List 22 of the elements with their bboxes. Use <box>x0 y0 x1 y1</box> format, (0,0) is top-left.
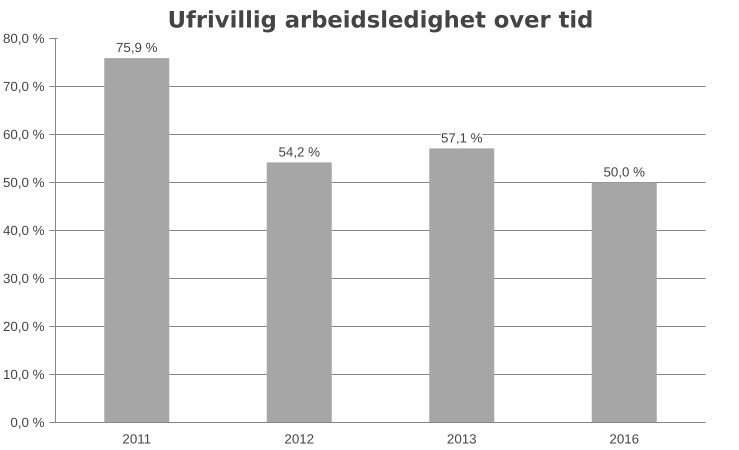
y-tick-label: 20,0 % <box>3 319 45 334</box>
bar <box>104 58 170 422</box>
y-tick-label: 0,0 % <box>10 415 45 430</box>
data-label: 57,1 % <box>441 130 483 146</box>
bar <box>592 182 657 422</box>
y-tick-label: 10,0 % <box>3 367 45 382</box>
x-tick-label: 2013 <box>446 432 477 446</box>
y-tick-label: 30,0 % <box>3 271 45 286</box>
data-label: 75,9 % <box>116 40 158 56</box>
y-tick-label: 50,0 % <box>3 175 45 190</box>
x-tick-label: 2012 <box>284 432 314 446</box>
data-label: 50,0 % <box>604 164 646 180</box>
x-tick-label: 2011 <box>122 432 152 446</box>
bar <box>429 148 494 422</box>
y-tick-label: 80,0 % <box>3 31 45 46</box>
y-tick-label: 40,0 % <box>3 223 45 238</box>
x-tick-label: 2016 <box>609 432 640 446</box>
y-tick-label: 60,0 % <box>3 127 45 142</box>
bar <box>266 162 332 422</box>
y-tick-label: 70,0 % <box>3 79 45 94</box>
chart-title: Ufrivillig arbeidsledighet over tid <box>168 8 594 34</box>
data-label: 54,2 % <box>278 144 320 160</box>
